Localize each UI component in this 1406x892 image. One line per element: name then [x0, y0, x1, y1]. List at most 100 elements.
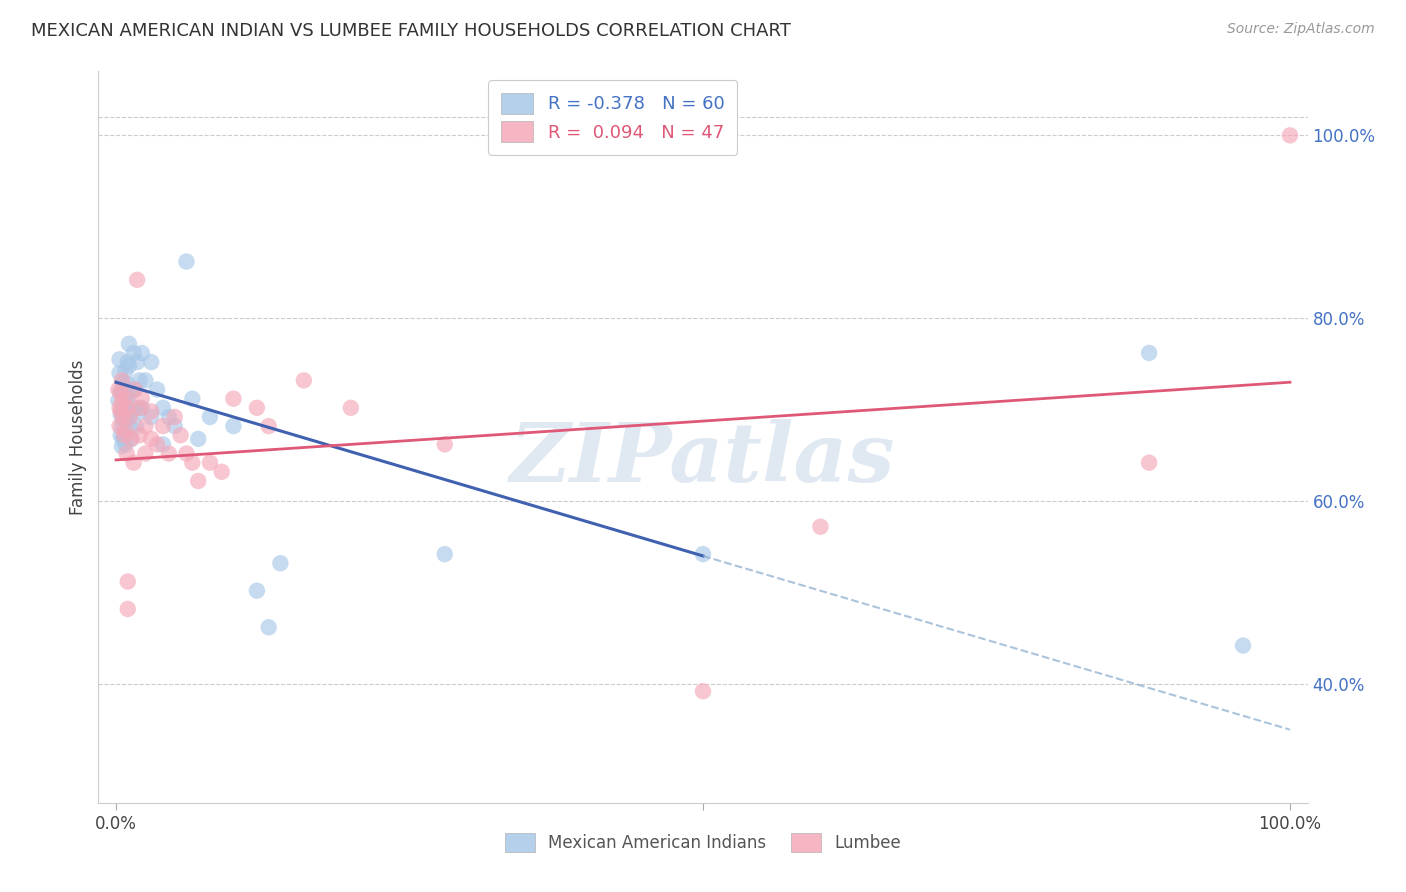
Point — [117, 574, 139, 589]
Point — [692, 684, 714, 698]
Text: ZIPatlas: ZIPatlas — [510, 419, 896, 499]
Point — [114, 423, 136, 437]
Point — [117, 355, 139, 369]
Point — [124, 401, 146, 415]
Point — [340, 401, 363, 415]
Point — [187, 432, 209, 446]
Point — [176, 254, 198, 268]
Point — [131, 346, 153, 360]
Point — [131, 392, 153, 406]
Point — [111, 395, 134, 409]
Point — [134, 373, 156, 387]
Point — [110, 404, 132, 418]
Point — [1232, 639, 1254, 653]
Point — [1137, 456, 1160, 470]
Point — [246, 583, 269, 598]
Point — [198, 456, 221, 470]
Point — [108, 352, 131, 367]
Point — [1278, 128, 1301, 143]
Point — [118, 336, 141, 351]
Point — [433, 547, 456, 561]
Point — [114, 386, 136, 401]
Point — [120, 432, 142, 446]
Point — [152, 437, 174, 451]
Point — [111, 439, 134, 453]
Point — [118, 359, 141, 373]
Point — [152, 419, 174, 434]
Point — [181, 392, 204, 406]
Text: MEXICAN AMERICAN INDIAN VS LUMBEE FAMILY HOUSEHOLDS CORRELATION CHART: MEXICAN AMERICAN INDIAN VS LUMBEE FAMILY… — [31, 22, 790, 40]
Point — [120, 432, 142, 446]
Point — [114, 364, 136, 378]
Point — [120, 404, 142, 418]
Point — [115, 392, 138, 406]
Point — [131, 401, 153, 415]
Point — [134, 446, 156, 460]
Point — [222, 392, 245, 406]
Point — [112, 375, 135, 389]
Point — [128, 373, 150, 387]
Point — [176, 446, 198, 460]
Point — [246, 401, 269, 415]
Text: Source: ZipAtlas.com: Source: ZipAtlas.com — [1227, 22, 1375, 37]
Legend: Mexican American Indians, Lumbee: Mexican American Indians, Lumbee — [496, 824, 910, 860]
Point — [108, 366, 131, 380]
Point — [112, 414, 135, 428]
Point — [115, 409, 138, 424]
Point — [169, 428, 191, 442]
Point — [114, 437, 136, 451]
Point — [134, 419, 156, 434]
Point — [141, 432, 163, 446]
Point — [112, 409, 135, 424]
Y-axis label: Family Households: Family Households — [69, 359, 87, 515]
Point — [222, 419, 245, 434]
Point — [127, 355, 149, 369]
Point — [117, 377, 139, 392]
Point — [110, 386, 132, 401]
Point — [112, 432, 135, 446]
Point — [141, 404, 163, 418]
Point — [146, 383, 169, 397]
Point — [125, 419, 148, 434]
Point — [122, 346, 145, 360]
Point — [128, 428, 150, 442]
Point — [114, 392, 136, 406]
Point — [112, 404, 135, 418]
Point — [269, 556, 291, 570]
Point — [292, 373, 315, 387]
Point — [181, 456, 204, 470]
Point — [108, 401, 131, 415]
Point — [163, 419, 186, 434]
Point — [122, 383, 145, 397]
Point — [124, 383, 146, 397]
Point — [128, 401, 150, 415]
Point — [141, 355, 163, 369]
Point — [433, 437, 456, 451]
Point — [120, 409, 142, 424]
Point — [115, 446, 138, 460]
Point — [127, 273, 149, 287]
Point — [108, 419, 131, 434]
Point — [808, 519, 831, 533]
Point — [111, 373, 134, 387]
Point — [692, 547, 714, 561]
Point — [122, 456, 145, 470]
Point — [110, 407, 132, 421]
Point — [157, 409, 180, 424]
Point — [111, 386, 134, 401]
Point — [163, 409, 186, 424]
Point — [211, 465, 233, 479]
Point — [257, 419, 280, 434]
Point — [114, 414, 136, 428]
Point — [146, 437, 169, 451]
Point — [120, 419, 142, 434]
Point — [128, 404, 150, 418]
Point — [157, 446, 180, 460]
Point — [1137, 346, 1160, 360]
Point — [111, 419, 134, 434]
Point — [107, 383, 129, 397]
Point — [198, 409, 221, 424]
Point — [111, 402, 134, 417]
Point — [110, 384, 132, 399]
Point — [112, 383, 135, 397]
